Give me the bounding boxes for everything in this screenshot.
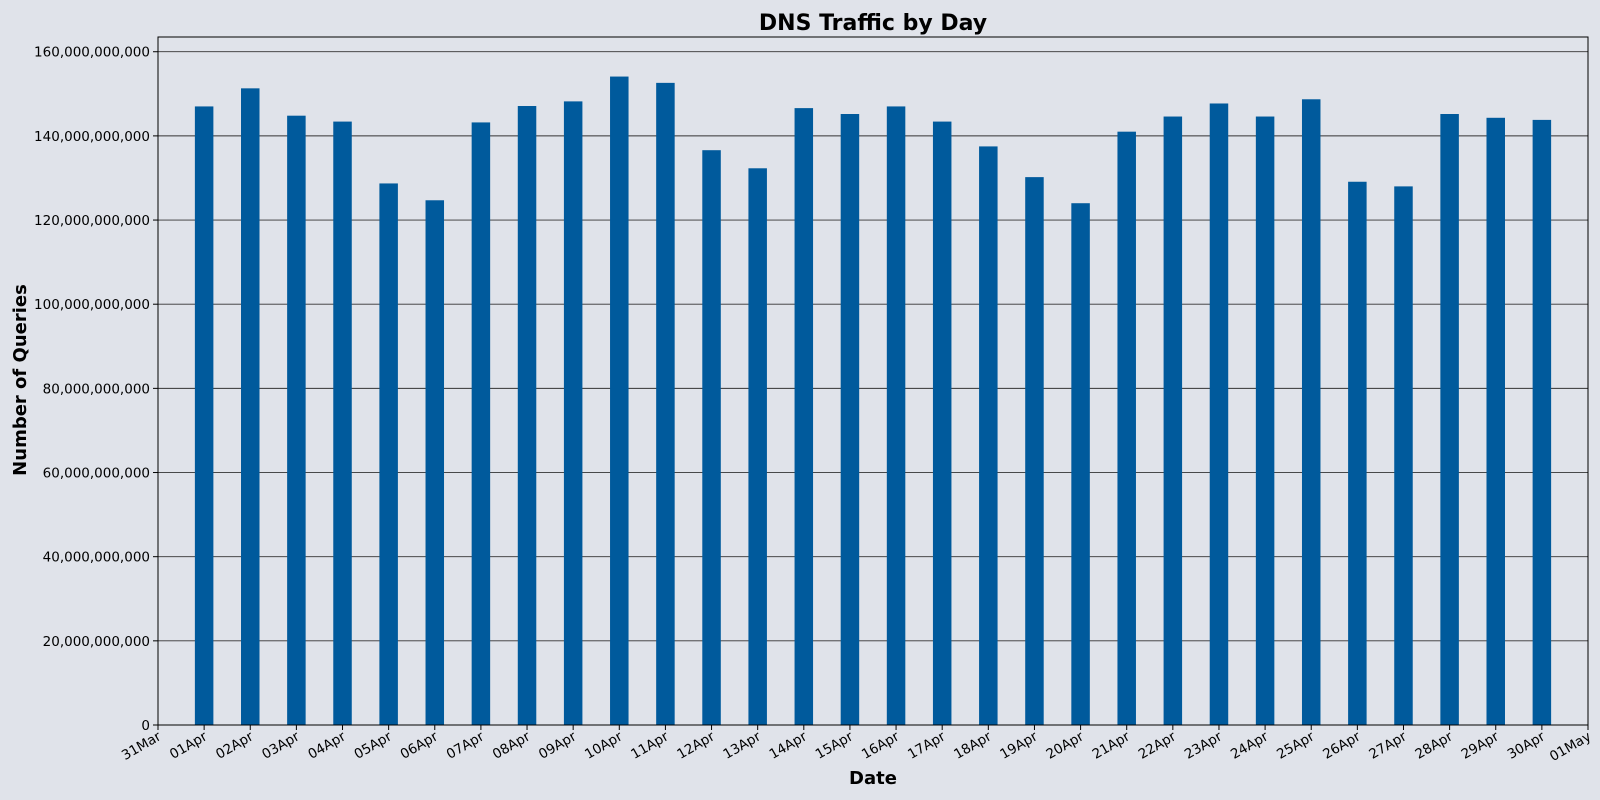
bar-20Apr — [1071, 203, 1090, 726]
bar-21Apr — [1117, 131, 1136, 725]
y-tick-label: 0 — [141, 718, 150, 734]
y-tick-label: 40,000,000,000 — [43, 550, 150, 566]
bar-17Apr — [932, 121, 952, 725]
bar-19Apr — [1025, 177, 1044, 726]
bar-27Apr — [1394, 186, 1413, 725]
y-tick-label: 20,000,000,000 — [43, 634, 150, 650]
bar-30Apr — [1532, 119, 1552, 726]
bar-18Apr — [979, 146, 998, 725]
bars — [194, 76, 1552, 726]
bar-25Apr — [1301, 99, 1321, 725]
bar-13Apr — [748, 168, 767, 725]
bar-29Apr — [1486, 117, 1505, 725]
y-tick-label: 60,000,000,000 — [43, 466, 150, 482]
chart-title: DNS Traffic by Day — [759, 11, 987, 36]
plot-frame — [157, 36, 1589, 726]
bar-12Apr — [702, 150, 721, 726]
bar-01Apr — [194, 106, 214, 725]
bar-23Apr — [1209, 103, 1229, 726]
y-axis-label: Number of Queries — [10, 284, 31, 476]
bar-02Apr — [241, 88, 260, 725]
bar-08Apr — [517, 106, 537, 726]
bar-05Apr — [379, 183, 398, 725]
bar-04Apr — [333, 121, 352, 725]
y-tick-label: 140,000,000,000 — [34, 129, 150, 145]
y-tick-label: 80,000,000,000 — [43, 381, 150, 397]
y-tick-labels: 0 20,000,000,000 40,000,000,000 60,000,000,… — [34, 45, 158, 734]
bar-06Apr — [425, 200, 445, 726]
bar-16Apr — [886, 106, 906, 725]
bar-07Apr — [471, 122, 491, 726]
bar-28Apr — [1440, 114, 1459, 726]
y-tick-label: 120,000,000,000 — [34, 213, 150, 229]
bar-10Apr — [610, 76, 629, 725]
y-tick-label: 160,000,000,000 — [34, 45, 150, 61]
y-tick-label: 100,000,000,000 — [34, 297, 150, 313]
bar-14Apr — [794, 108, 814, 725]
bar-26Apr — [1348, 181, 1367, 725]
bar-24Apr — [1255, 116, 1275, 725]
bar-22Apr — [1163, 116, 1183, 725]
x-axis-label: Date — [849, 768, 897, 789]
bar-11Apr — [656, 82, 675, 725]
bar-15Apr — [840, 114, 860, 726]
bar-03Apr — [287, 115, 306, 726]
bar-09Apr — [563, 101, 583, 725]
